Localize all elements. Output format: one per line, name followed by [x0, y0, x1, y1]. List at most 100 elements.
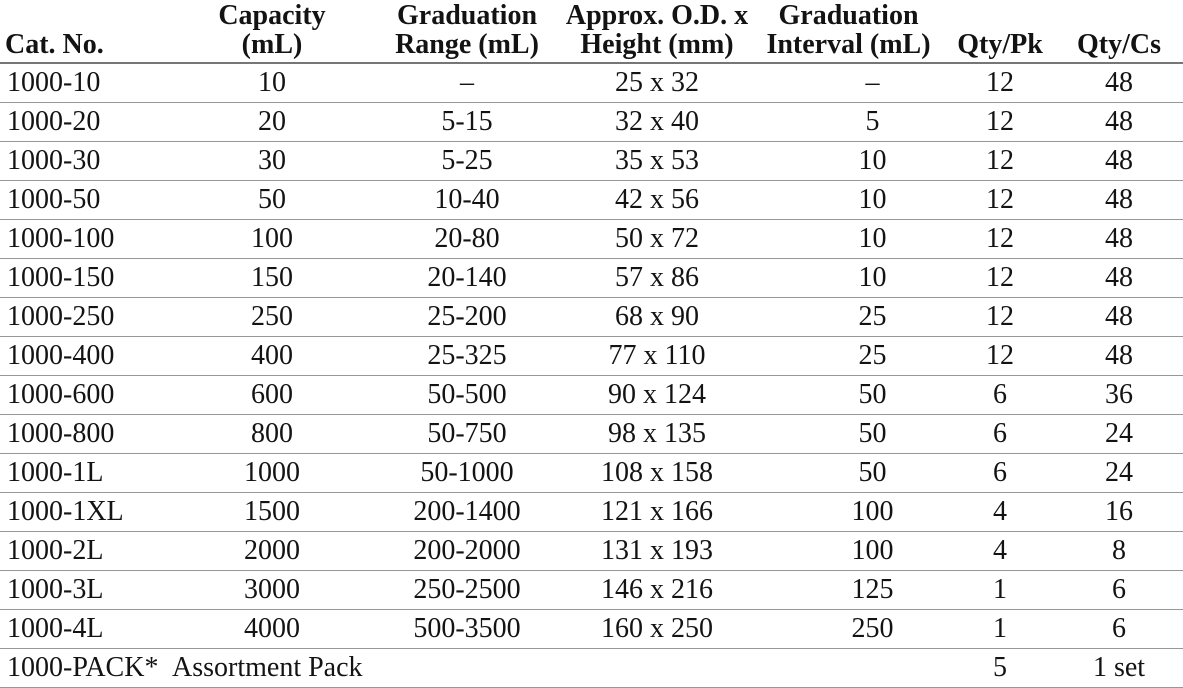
cell-grad-range: 200-2000 — [372, 531, 562, 572]
col-header-grad-range: Graduation Range (mL) — [372, 0, 562, 65]
cell-grad-range: 200-1400 — [372, 492, 562, 533]
table-body: 1000-10 10–25 x 32–12 48 1000-20 20 5-15 32 x … — [0, 63, 1183, 688]
cell-od-height: 32 x 40 — [562, 102, 752, 143]
cell-grad-interval: 5 — [752, 102, 945, 143]
cell-grad-range: 250-2500 — [372, 570, 562, 611]
cell-qty-pk: 12 — [945, 219, 1055, 260]
cell-grad-range: 50-1000 — [372, 453, 562, 494]
table-row: 1000-3L 3000 250-2500 146 x 216 125 1 6 — [0, 570, 1183, 611]
cell-cat-no: 1000-50 — [0, 180, 172, 221]
cell-od-height: 42 x 56 — [562, 180, 752, 221]
cell-grad-range: 25-200 — [372, 297, 562, 338]
cell-grad-range: 500-3500 — [372, 609, 562, 650]
cell-qty-pk: 6 — [945, 414, 1055, 455]
cell-qty-cs: 48 — [1055, 336, 1183, 377]
table-row: 1000-800 800 50-750 98 x 135 50 6 24 — [0, 414, 1183, 455]
cell-cat-no: 1000-1L — [0, 453, 172, 494]
cell-od-height: 90 x 124 — [562, 375, 752, 416]
cell-cat-no: 1000-4L — [0, 609, 172, 650]
cell-qty-cs: 48 — [1055, 297, 1183, 338]
cell-cat-no: 1000-2L — [0, 531, 172, 572]
cell-capacity: 3000 — [172, 570, 372, 611]
cell-cat-no: 1000-3L — [0, 570, 172, 611]
cell-qty-pk: 5 — [945, 648, 1055, 688]
cell-od-height: 131 x 193 — [562, 531, 752, 572]
cell-qty-pk: 12 — [945, 141, 1055, 182]
cell-qty-cs: 36 — [1055, 375, 1183, 416]
cell-capacity: 10 — [172, 63, 372, 104]
cell-capacity: 50 — [172, 180, 372, 221]
cell-grad-range: 50-500 — [372, 375, 562, 416]
cell-od-height: 25 x 32 — [562, 63, 752, 104]
cell-grad-interval: 50 — [752, 375, 945, 416]
table-row: 1000-10 10–25 x 32–12 48 — [0, 63, 1183, 104]
cell-cat-no: 1000-600 — [0, 375, 172, 416]
cell-qty-cs: 48 — [1055, 219, 1183, 260]
table-row: 1000-2L 2000 200-2000 131 x 193 100 4 8 — [0, 531, 1183, 572]
cell-od-height: 121 x 166 — [562, 492, 752, 533]
table-row: 1000-100 100 20-80 50 x 72 10 12 48 — [0, 219, 1183, 260]
cell-capacity: 1000 — [172, 453, 372, 494]
cell-qty-pk: 12 — [945, 297, 1055, 338]
cell-cat-no: 1000-800 — [0, 414, 172, 455]
cell-qty-pk: 12 — [945, 336, 1055, 377]
table-row: 1000-30 30 5-25 35 x 53 10 12 48 — [0, 141, 1183, 182]
cell-cat-no: 1000-30 — [0, 141, 172, 182]
cell-qty-pk: 12 — [945, 180, 1055, 221]
cell-capacity: 250 — [172, 297, 372, 338]
cell-od-height: 77 x 110 — [562, 336, 752, 377]
col-header-cat-no: Cat. No. — [0, 0, 172, 65]
cell-od-height: 35 x 53 — [562, 141, 752, 182]
cell-capacity: 400 — [172, 336, 372, 377]
cell-capacity: Assortment Pack — [172, 648, 945, 688]
cell-qty-cs: 6 — [1055, 570, 1183, 611]
table-row: 1000-50 50 10-40 42 x 56 10 12 48 — [0, 180, 1183, 221]
cell-grad-range: 20-140 — [372, 258, 562, 299]
table-row: 1000-4L 4000 500-3500 160 x 250 250 1 6 — [0, 609, 1183, 650]
table-row: 1000-PACK* Assortment Pack 5 1 set — [0, 648, 1183, 688]
table-row: 1000-400 400 25-325 77 x 110 25 12 48 — [0, 336, 1183, 377]
cell-grad-interval: 50 — [752, 453, 945, 494]
cell-cat-no: 1000-150 — [0, 258, 172, 299]
cell-qty-cs: 1 set — [1055, 648, 1183, 688]
col-header-grad-interval: Graduation Interval (mL) — [752, 0, 945, 65]
cell-grad-interval: 10 — [752, 141, 945, 182]
cell-capacity: 600 — [172, 375, 372, 416]
cell-od-height: 57 x 86 — [562, 258, 752, 299]
col-header-capacity: Capacity (mL) — [172, 0, 372, 65]
cell-qty-cs: 48 — [1055, 258, 1183, 299]
cell-qty-pk: 6 — [945, 375, 1055, 416]
cell-grad-interval: 25 — [752, 336, 945, 377]
cell-grad-range: 25-325 — [372, 336, 562, 377]
cell-grad-interval: 100 — [752, 531, 945, 572]
cell-qty-cs: 48 — [1055, 141, 1183, 182]
cell-cat-no: 1000-1XL — [0, 492, 172, 533]
table-row: 1000-250 250 25-200 68 x 90 25 12 48 — [0, 297, 1183, 338]
cell-grad-interval: 125 — [752, 570, 945, 611]
header-row: Cat. No. Capacity (mL) Graduation Range … — [0, 0, 1183, 65]
cell-grad-interval: 10 — [752, 258, 945, 299]
cell-capacity: 2000 — [172, 531, 372, 572]
cell-cat-no: 1000-100 — [0, 219, 172, 260]
cell-grad-range: 10-40 — [372, 180, 562, 221]
cell-qty-cs: 24 — [1055, 414, 1183, 455]
cell-qty-pk: 1 — [945, 570, 1055, 611]
cell-od-height: 50 x 72 — [562, 219, 752, 260]
table-row: 1000-1XL 1500 200-1400 121 x 166 100 4 16 — [0, 492, 1183, 533]
cell-qty-pk: 4 — [945, 492, 1055, 533]
cell-qty-cs: 8 — [1055, 531, 1183, 572]
cell-grad-range: 50-750 — [372, 414, 562, 455]
cell-grad-interval: 10 — [752, 219, 945, 260]
cell-cat-no: 1000-400 — [0, 336, 172, 377]
cell-grad-range: – — [372, 63, 562, 104]
cell-qty-pk: 6 — [945, 453, 1055, 494]
cell-grad-range: 20-80 — [372, 219, 562, 260]
cell-capacity: 800 — [172, 414, 372, 455]
cell-grad-interval: 100 — [752, 492, 945, 533]
cell-qty-cs: 48 — [1055, 180, 1183, 221]
cell-od-height: 160 x 250 — [562, 609, 752, 650]
cell-qty-pk: 4 — [945, 531, 1055, 572]
cell-qty-cs: 16 — [1055, 492, 1183, 533]
cell-qty-pk: 1 — [945, 609, 1055, 650]
